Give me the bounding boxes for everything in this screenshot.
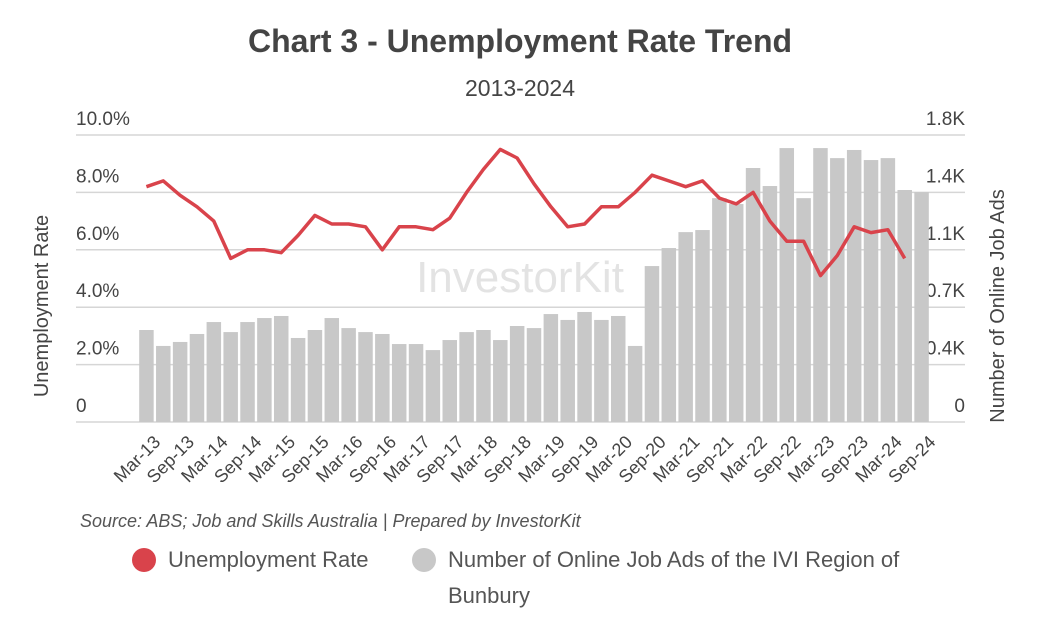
bar xyxy=(358,332,373,422)
y-tick-label: 8.0% xyxy=(76,166,119,187)
bar xyxy=(156,345,171,422)
bar xyxy=(762,186,778,422)
y-tick-label: 10.0% xyxy=(76,109,130,130)
bar xyxy=(375,333,390,422)
chart-title: Chart 3 - Unemployment Rate Trend xyxy=(248,23,792,59)
bar xyxy=(240,322,255,422)
y-tick-label: 0 xyxy=(76,396,87,417)
bar xyxy=(223,332,238,422)
bar xyxy=(880,158,896,422)
legend-marker xyxy=(132,548,156,572)
y2-tick-label: 1.1K xyxy=(926,224,965,245)
bar xyxy=(745,168,761,422)
bar xyxy=(172,341,188,422)
bar xyxy=(324,318,340,422)
bar xyxy=(830,158,845,422)
bar xyxy=(611,315,626,422)
chart-subtitle: 2013-2024 xyxy=(465,75,575,101)
y2-tick-label: 0.4K xyxy=(926,339,965,360)
source-note: Source: ABS; Job and Skills Australia | … xyxy=(80,511,582,531)
watermark: InvestorKit xyxy=(416,253,624,302)
bar xyxy=(863,160,879,422)
bar xyxy=(813,148,828,422)
y-tick-label: 6.0% xyxy=(76,224,119,245)
bar xyxy=(728,204,744,422)
bar xyxy=(257,318,272,422)
y2-tick-label: 0 xyxy=(954,396,965,417)
bar xyxy=(560,319,575,422)
bar xyxy=(594,319,609,422)
bar xyxy=(695,230,710,422)
bar xyxy=(425,350,441,422)
line xyxy=(145,147,907,278)
bar xyxy=(391,344,407,422)
y-tick-label: 2.0% xyxy=(76,339,119,360)
y2-tick-label: 1.4K xyxy=(926,166,965,187)
bar xyxy=(442,340,457,422)
bar xyxy=(307,330,323,422)
bar xyxy=(459,332,474,422)
bar xyxy=(779,148,795,422)
bar xyxy=(897,190,912,422)
bar xyxy=(627,345,643,422)
bar xyxy=(526,328,542,422)
legend-label: Number of Online Job Ads of the IVI Regi… xyxy=(448,547,900,608)
legend-label: Unemployment Rate xyxy=(168,547,369,572)
bar xyxy=(206,322,222,422)
bar xyxy=(914,192,929,422)
bar xyxy=(476,330,491,422)
bar xyxy=(509,326,525,422)
bar xyxy=(341,328,356,422)
bar xyxy=(139,330,154,422)
bar xyxy=(290,337,306,422)
bar xyxy=(543,314,559,422)
bar xyxy=(644,266,660,422)
bar xyxy=(796,198,811,422)
legend-item: Number of Online Job Ads of the IVI Regi… xyxy=(412,542,932,614)
y-tick-label: 4.0% xyxy=(76,281,119,302)
legend-marker xyxy=(412,548,436,572)
y-axis-label: Unemployment Rate xyxy=(31,215,53,397)
legend-item: Unemployment Rate xyxy=(132,542,369,578)
bar xyxy=(493,340,508,422)
bar xyxy=(273,315,289,422)
y2-tick-label: 0.7K xyxy=(926,281,965,302)
bar xyxy=(678,232,693,422)
bar xyxy=(577,311,592,422)
bar xyxy=(189,333,205,422)
bar xyxy=(846,149,862,422)
bar xyxy=(408,344,424,422)
bar xyxy=(661,248,677,422)
bar xyxy=(712,198,727,422)
y2-axis-label: Number of Online Job Ads xyxy=(987,189,1009,422)
y2-tick-label: 1.8K xyxy=(926,109,965,130)
